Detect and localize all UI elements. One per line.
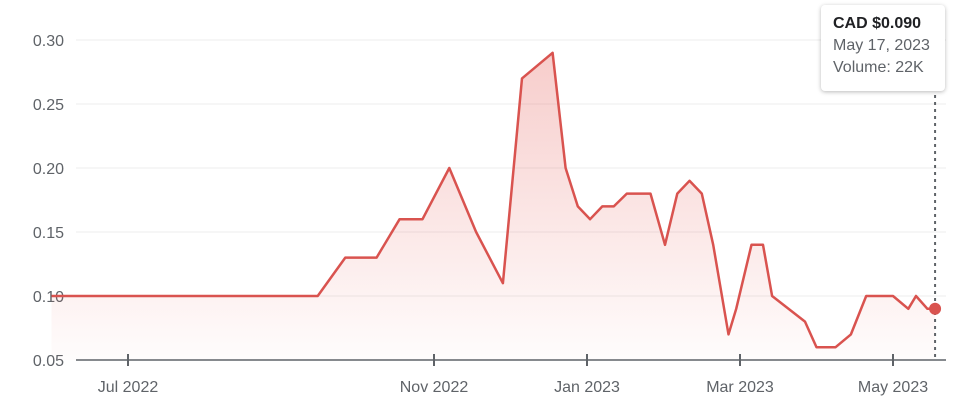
x-tick-label: Jan 2023 <box>554 379 620 396</box>
tooltip-date: May 17, 2023 <box>833 37 930 54</box>
price-area <box>51 52 936 361</box>
tooltip-volume: Volume: 22K <box>833 59 924 76</box>
x-axis: Jul 2022 Nov 2022 Jan 2023 Mar 2023 May 2023 <box>76 354 946 396</box>
gridlines <box>76 39 946 297</box>
price-tooltip: CAD $0.090 May 17, 2023 Volume: 22K <box>821 5 945 91</box>
hover-indicator <box>929 88 942 360</box>
y-tick-label: 0.25 <box>33 97 64 114</box>
tooltip-price: CAD $0.090 <box>833 15 922 32</box>
price-line <box>51 51 936 349</box>
y-tick-label: 0.15 <box>33 225 64 242</box>
x-tick-label: Nov 2022 <box>400 379 469 396</box>
area-fill-layer <box>51 52 936 361</box>
y-tick-label: 0.20 <box>33 161 64 178</box>
x-tick-label: Jul 2022 <box>98 379 159 396</box>
x-tick-label: May 2023 <box>858 379 928 396</box>
x-tick-label: Mar 2023 <box>706 379 774 396</box>
y-axis-labels: 0.050.100.150.200.250.30 <box>33 33 64 370</box>
hover-point <box>929 302 942 315</box>
price-line-layer <box>51 51 936 349</box>
y-tick-label: 0.30 <box>33 33 64 50</box>
